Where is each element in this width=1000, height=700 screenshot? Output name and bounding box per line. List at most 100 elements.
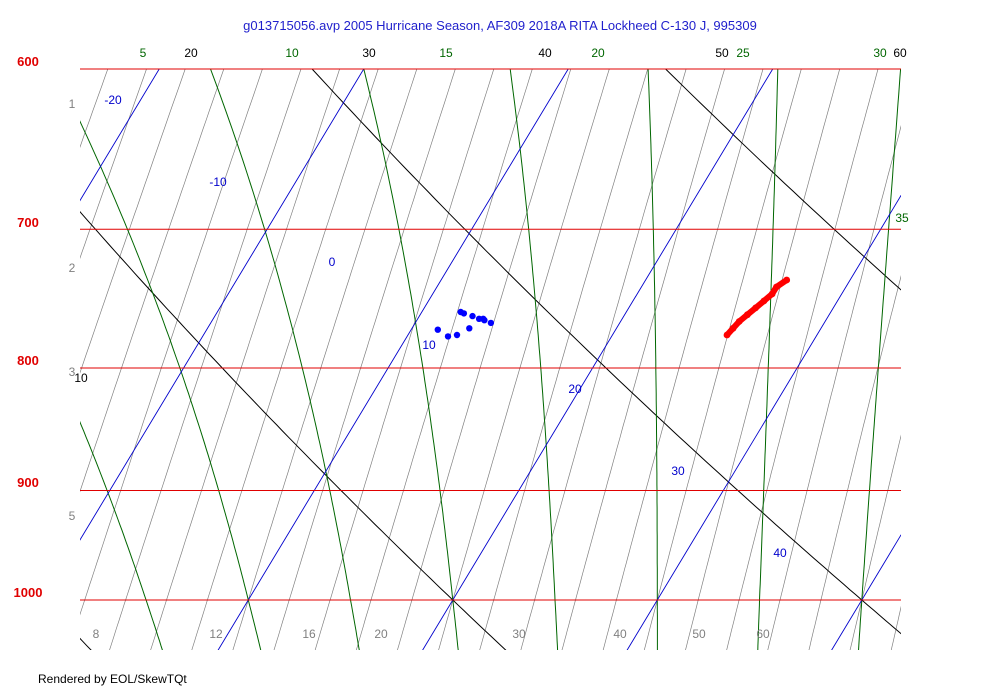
mixing-ratio-line — [0, 34, 82, 680]
mixing-ratio-line — [109, 69, 302, 650]
pressure-label: 600 — [17, 54, 39, 69]
dry-adiabat-label: 20 — [184, 46, 198, 60]
isotherm-label: 30 — [671, 464, 685, 478]
mixing-ratio-label: 1 — [69, 97, 76, 111]
mixing-ratio-label: 2 — [69, 261, 76, 275]
sounding-traces — [434, 276, 791, 340]
mixing-ratio-line — [479, 69, 649, 650]
isotherm-line — [422, 69, 774, 650]
dry-adiabat-line — [980, 34, 1000, 680]
moist-adiabat-line — [956, 0, 1000, 690]
mixing-ratio-label: 60 — [756, 627, 770, 641]
dewpoint-point — [453, 331, 461, 339]
mixing-ratio-line — [967, 34, 1000, 680]
mixing-ratio-line — [726, 69, 879, 650]
mixing-ratio-label: 50 — [692, 627, 706, 641]
moist-adiabat-line — [363, 69, 459, 650]
mixing-ratio-line — [602, 69, 764, 650]
moist-adiabat-line — [509, 69, 559, 650]
mixing-ratio-line — [767, 125, 901, 650]
dry-adiabat-label: 10 — [74, 371, 88, 385]
pressure-label: 800 — [17, 353, 39, 368]
isotherm-label: 20 — [568, 382, 582, 396]
mixing-ratio-line — [561, 69, 725, 650]
mixing-ratio-line — [685, 69, 841, 650]
dry-adiabat-label: 60 — [893, 46, 907, 60]
dewpoint-point — [466, 325, 473, 332]
mixing-ratio-line — [314, 69, 495, 650]
isotherm-line — [0, 0, 9, 699]
dry-adiabat-label: 50 — [715, 46, 729, 60]
temperature-trace-line — [724, 277, 790, 338]
isobars — [80, 68, 901, 601]
chart-title: g013715056.avp 2005 Hurricane Season, AF… — [243, 18, 757, 33]
mixing-ratio-label: 16 — [302, 627, 316, 641]
mixing-ratio-line — [397, 69, 572, 650]
pressure-label: 1000 — [14, 585, 43, 600]
mixing-ratio-label: 30 — [512, 627, 526, 641]
isotherm-label: 40 — [773, 546, 787, 560]
mixing-ratio-line — [808, 275, 901, 650]
mixing-ratio-line — [438, 69, 610, 650]
pressure-label: 900 — [17, 475, 39, 490]
pressure-label: 700 — [17, 215, 39, 230]
dry-adiabat-label: 30 — [362, 46, 376, 60]
mixing-ratio-line — [520, 69, 687, 650]
dry-adiabat-label: 40 — [538, 46, 552, 60]
mixing-ratio-line — [80, 69, 263, 616]
mixing-ratio-label: 8 — [93, 627, 100, 641]
mixing-ratio-label: 3 — [69, 365, 76, 379]
moist-adiabat-line — [858, 69, 901, 650]
isotherm-line — [217, 69, 569, 650]
mixing-ratio-line — [849, 434, 901, 650]
isotherm-label: 0 — [329, 255, 336, 269]
dewpoint-point — [460, 310, 468, 317]
mixing-ratio-lines — [0, 34, 1000, 680]
dry-adiabat-line — [311, 69, 901, 635]
mixing-ratio-label: 20 — [374, 627, 388, 641]
footer-credit: Rendered by EOL/SkewTQt — [38, 672, 187, 686]
dewpoint-point — [487, 319, 495, 327]
dry-adiabat-line — [80, 211, 507, 650]
mixing-ratio-line — [80, 69, 147, 259]
mixing-ratio-line — [0, 34, 5, 680]
moist-adiabat-label: 30 — [873, 46, 887, 60]
dewpoint-point — [480, 315, 487, 322]
moist-adiabat-line — [209, 69, 360, 650]
moist-adiabat-label: 10 — [285, 46, 299, 60]
isotherm-line — [626, 194, 901, 650]
dry-adiabats — [80, 34, 1000, 680]
mixing-ratio-line — [355, 69, 533, 650]
isotherm-line — [80, 69, 160, 202]
isotherm-line — [831, 534, 901, 650]
mixing-ratio-line — [926, 34, 1000, 680]
moist-adiabat-line — [757, 69, 779, 650]
axis-labels: 600 700 800 900 1000 -20 -10 0 10 20 30 40 10 20 30 40 5… — [14, 46, 909, 641]
moist-adiabat-line — [80, 420, 163, 650]
isotherm-line — [80, 69, 365, 541]
moist-adiabat-label: 20 — [591, 46, 605, 60]
moist-adiabat-line — [80, 120, 262, 650]
mixing-ratio-line — [643, 69, 802, 650]
mixing-ratio-label: 5 — [69, 509, 76, 523]
mixing-ratio-line — [150, 69, 340, 650]
moist-adiabat-label: 35 — [895, 211, 909, 225]
moist-adiabat-line — [647, 69, 658, 650]
isotherm-label: 10 — [422, 338, 436, 352]
dewpoint-point — [434, 326, 441, 333]
mixing-ratio-label: 12 — [209, 627, 223, 641]
isotherm-label: -10 — [209, 175, 227, 189]
dewpoint-point — [444, 333, 452, 340]
moist-adiabat-label: 5 — [140, 46, 147, 60]
isotherm-label: -20 — [104, 93, 122, 107]
mixing-ratio-line — [232, 69, 418, 650]
mixing-ratio-line — [80, 69, 186, 374]
dewpoint-point — [469, 312, 476, 320]
mixing-ratio-label: 40 — [613, 627, 627, 641]
moist-adiabat-label: 15 — [439, 46, 453, 60]
mixing-ratio-line — [80, 69, 225, 493]
mixing-ratio-line — [191, 69, 379, 650]
